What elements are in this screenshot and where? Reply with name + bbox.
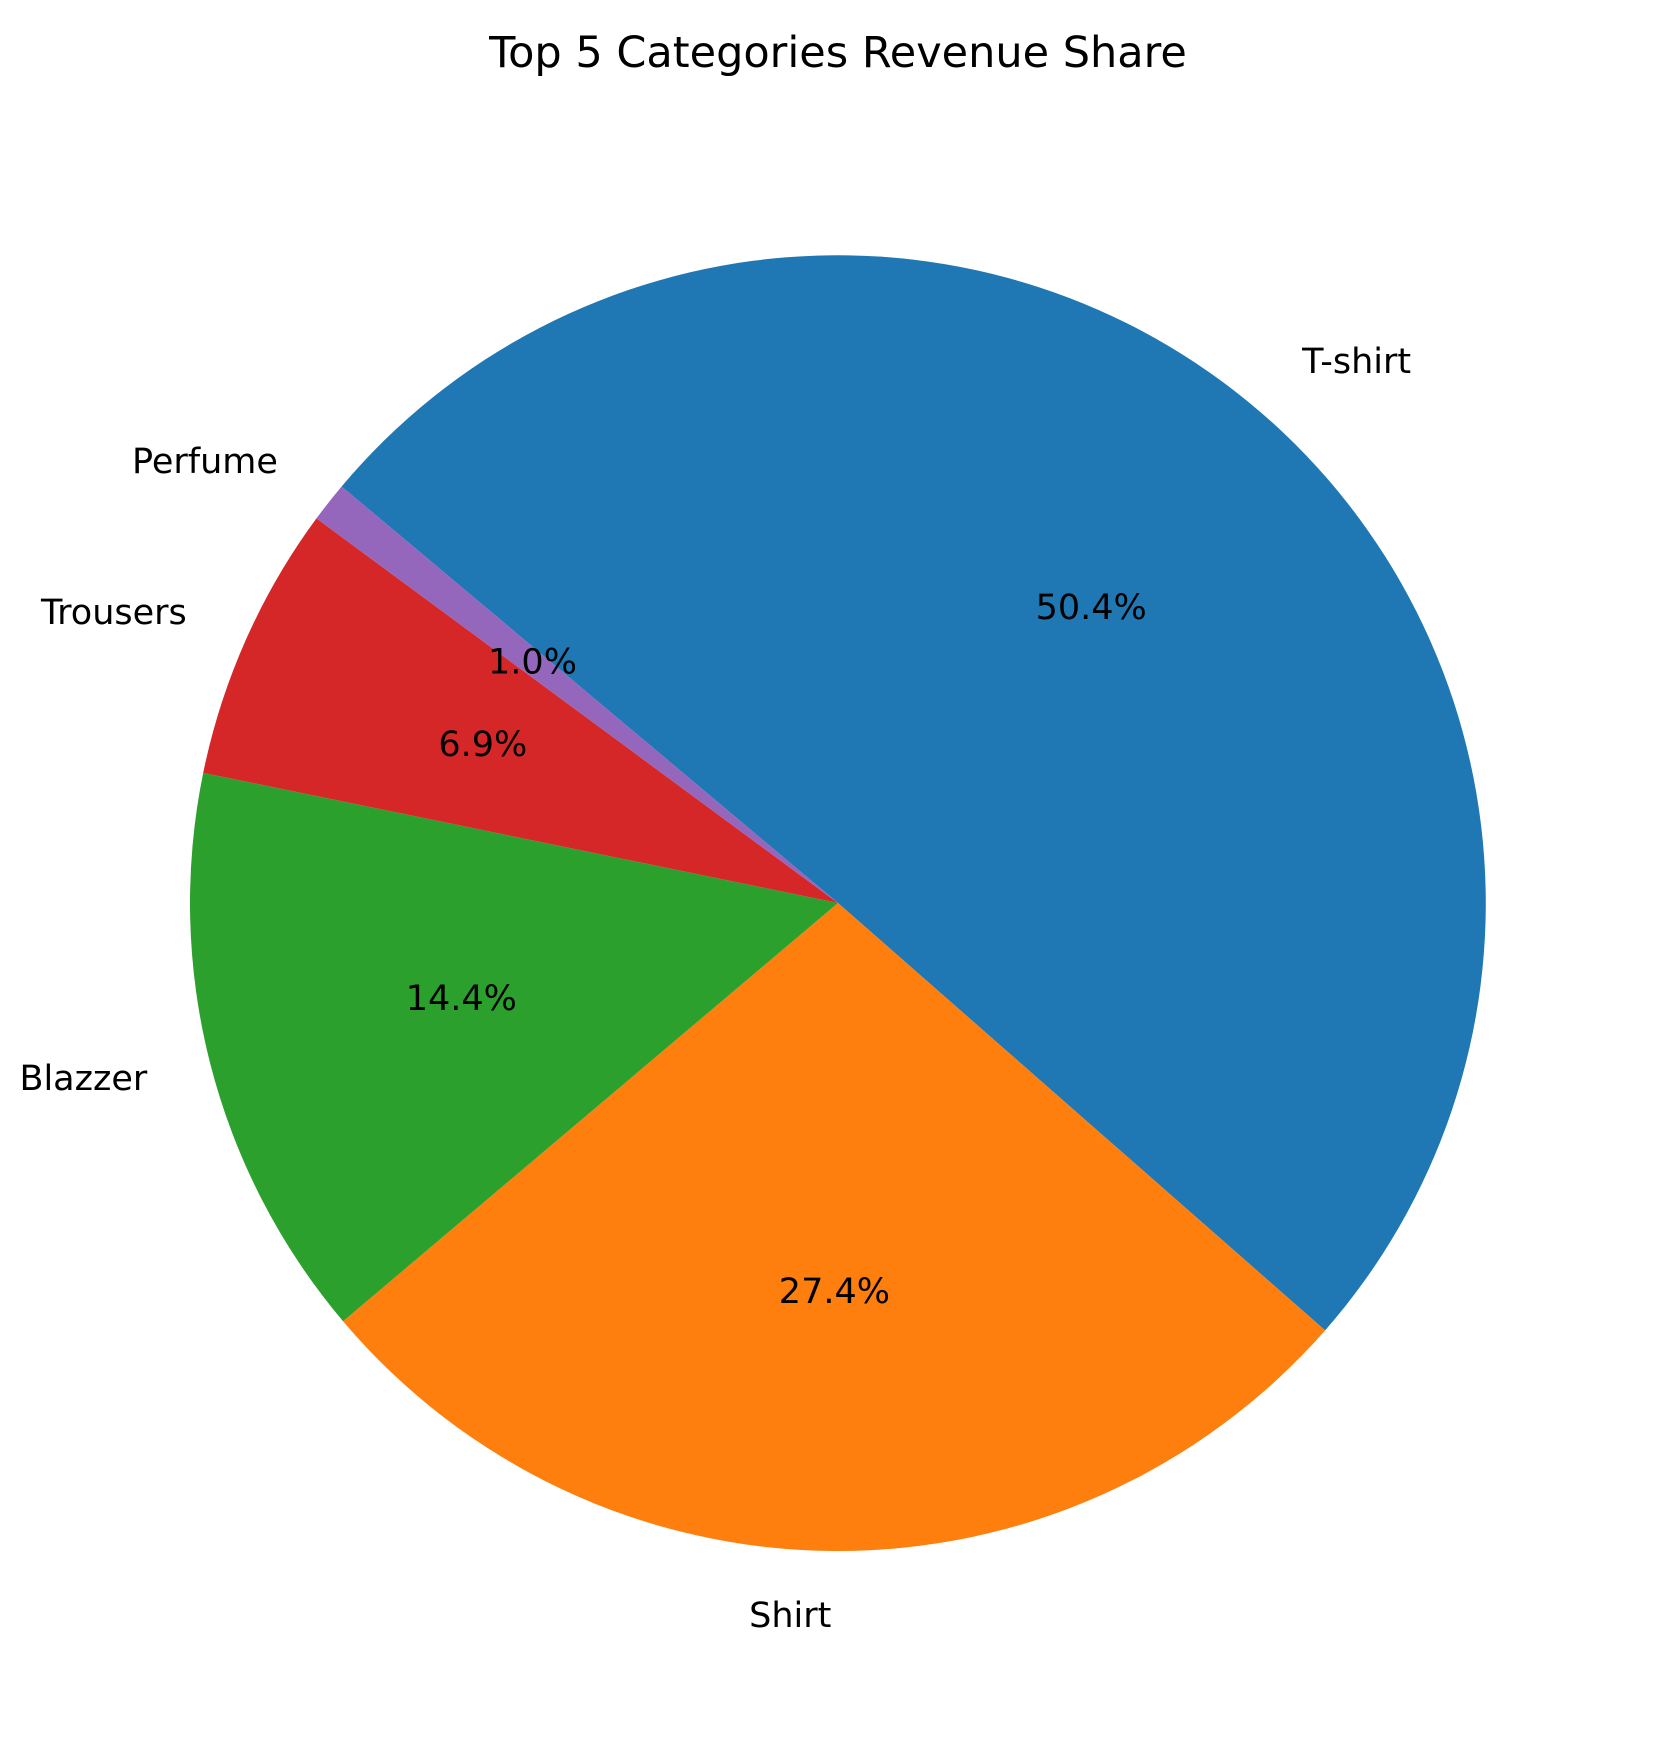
labels-layer: T-shirt 50.4% Shirt 27.4% Blazzer 14.4% Trouse…	[19, 342, 1411, 1636]
slice-label-shirt: Shirt	[749, 1596, 831, 1636]
slice-label-trousers: Trousers	[40, 593, 187, 633]
pie-slice-perfume	[316, 486, 838, 903]
slice-label-perfume: Perfume	[132, 442, 278, 482]
pie-slice-blazzer	[190, 772, 838, 1322]
slice-label-blazzer: Blazzer	[19, 1059, 147, 1099]
pct-label-perfume: 1.0%	[488, 643, 577, 683]
pct-label-trousers: 6.9%	[438, 725, 527, 765]
pie-slice-shirt	[343, 903, 1326, 1551]
pie-slice-trousers	[203, 518, 838, 903]
slices-layer	[190, 255, 1486, 1551]
slice-label-t-shirt: T-shirt	[1301, 342, 1411, 382]
pie-slice-t-shirt	[341, 255, 1486, 1331]
chart-title: Top 5 Categories Revenue Share	[488, 28, 1187, 78]
pct-label-blazzer: 14.4%	[406, 979, 517, 1019]
pct-label-shirt: 27.4%	[779, 1272, 890, 1312]
pct-label-t-shirt: 50.4%	[1036, 588, 1147, 628]
